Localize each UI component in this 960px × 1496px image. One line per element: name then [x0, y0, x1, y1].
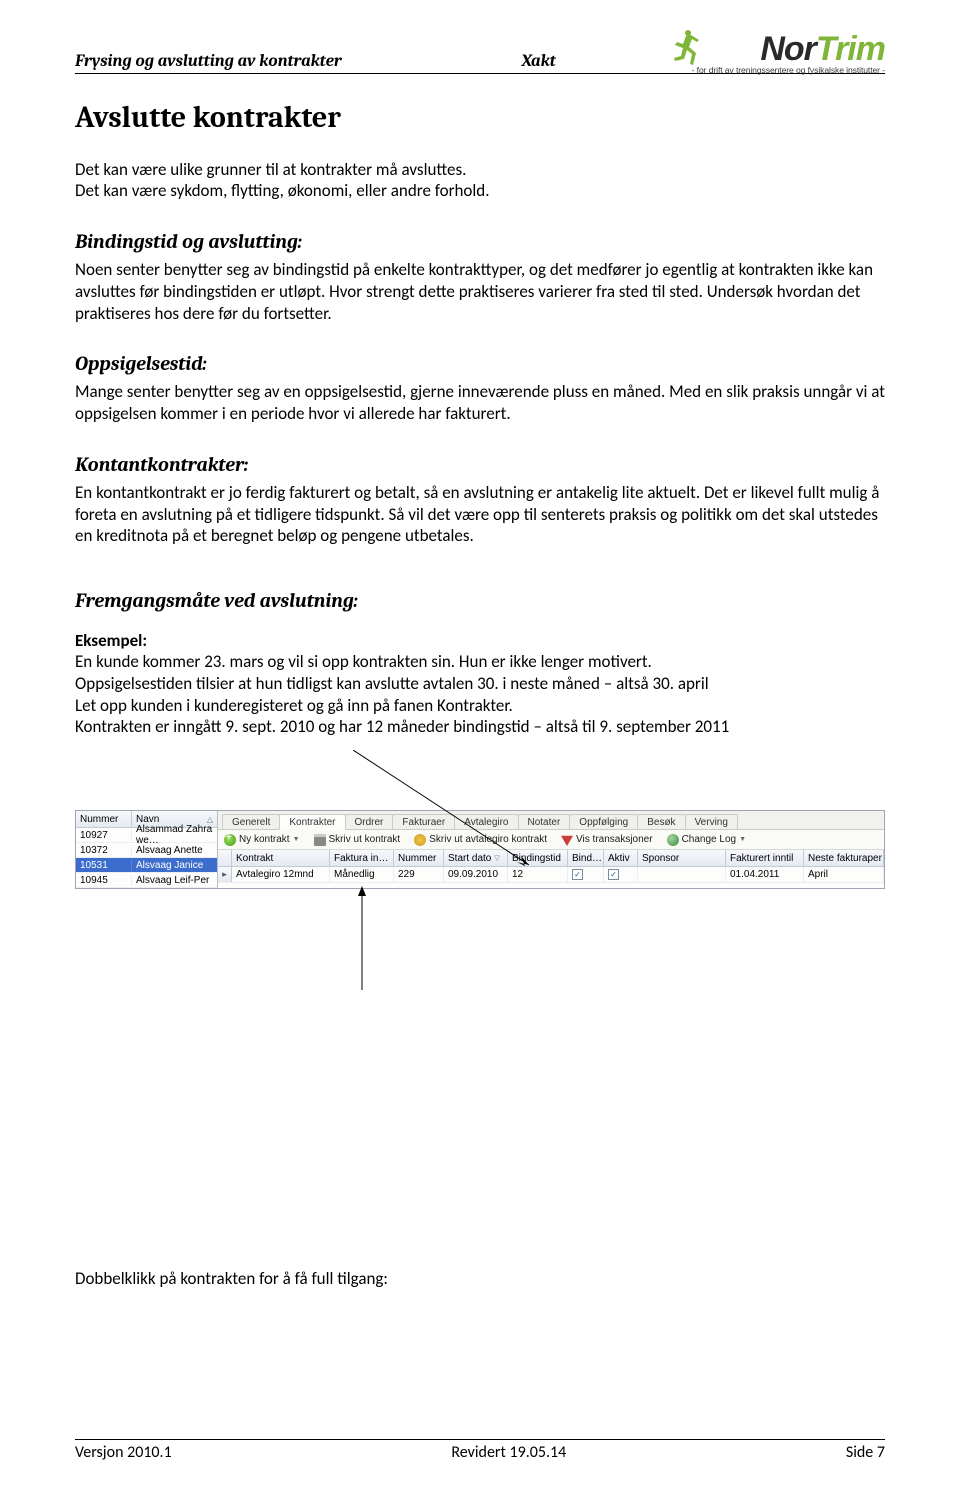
- toolbar-label: Change Log: [682, 834, 737, 845]
- grid-cell: [638, 867, 726, 882]
- tab-oppfølging[interactable]: Oppfølging: [569, 814, 638, 829]
- customer-name: Alsvaag Leif-Per: [132, 875, 217, 886]
- grid-cell: ✓: [568, 867, 604, 882]
- system-name: Xakt: [522, 52, 556, 71]
- arrow-to-startdate: [353, 750, 543, 878]
- aktiv-checkbox[interactable]: ✓: [608, 869, 619, 880]
- toolbar-vis-transaksjoner[interactable]: Vis transaksjoner: [561, 834, 653, 846]
- footer-version: Versjon 2010.1: [75, 1443, 172, 1462]
- customer-num: 10927: [76, 830, 132, 841]
- doc-title: Frysing og avslutting av kontrakter: [75, 52, 342, 71]
- customer-name: Alsammad Zahra we…: [132, 824, 217, 846]
- example-line-1: Oppsigelsestiden tilsier at hun tidligst…: [75, 673, 885, 695]
- customer-name: Alsvaag Janice: [132, 860, 217, 871]
- toolbar-label: Ny kontrakt: [239, 834, 290, 845]
- sort-icon: △: [207, 815, 213, 824]
- grid-col-bind-[interactable]: Bind…: [568, 850, 604, 866]
- grid-col-fakturert-inntil[interactable]: Fakturert inntil: [726, 850, 804, 866]
- content: Avslutte kontrakter Det kan være ulike g…: [75, 74, 885, 1290]
- contract-row[interactable]: ▸ Avtalegiro 12mndMånedlig22909.09.20101…: [218, 867, 884, 883]
- procedure-heading: Fremgangsmåte ved avslutning:: [75, 589, 885, 612]
- contract-grid-header: KontraktFaktura in…NummerStart dato▽Bind…: [218, 850, 884, 867]
- grid-col-sponsor[interactable]: Sponsor: [638, 850, 726, 866]
- footer-revised: Revidert 19.05.14: [451, 1443, 566, 1462]
- footer-page: Side 7: [846, 1443, 885, 1462]
- arrow-to-bindingstid: [350, 886, 374, 996]
- globe-icon: [667, 834, 679, 846]
- customer-row[interactable]: 10927Alsammad Zahra we…: [76, 828, 217, 843]
- section-body-1: Mange senter benytter seg av en oppsigel…: [75, 381, 885, 425]
- customer-row[interactable]: 10531Alsvaag Janice: [76, 858, 217, 873]
- intro-para: Det kan være ulike grunner til at kontra…: [75, 159, 885, 203]
- screenshot: Nummer Navn △ 10927Alsammad Zahra we…103…: [75, 758, 885, 988]
- customer-num: 10531: [76, 860, 132, 871]
- example-line-2: Let opp kunden i kunderegisteret og gå i…: [75, 695, 885, 717]
- logo-text: NorTrim: [692, 34, 885, 65]
- example-label: Eksempel:: [75, 630, 885, 651]
- grid-col-kontrakt[interactable]: Kontrakt: [232, 850, 330, 866]
- green-icon: [224, 834, 236, 846]
- header-left: Frysing og avslutting av kontrakter Xakt: [75, 52, 556, 71]
- grid-cell: April: [804, 867, 884, 882]
- page-footer: Versjon 2010.1 Revidert 19.05.14 Side 7: [75, 1439, 885, 1462]
- grid-cell: ✓: [604, 867, 638, 882]
- logo-subtitle: - for drift av treningssentere og fysika…: [692, 65, 885, 75]
- section-heading-2: Kontantkontrakter:: [75, 453, 885, 476]
- section-heading-0: Bindingstid og avslutting:: [75, 230, 885, 253]
- col-navn[interactable]: Navn △: [132, 814, 217, 825]
- col-navn-label: Navn: [136, 814, 159, 825]
- toolbar-label: Vis transaksjoner: [576, 834, 653, 845]
- bind-checkbox[interactable]: ✓: [572, 869, 583, 880]
- grid-cell: Avtalegiro 12mnd: [232, 867, 330, 882]
- detail-panel: GenereltKontrakterOrdrerFakturaerAvtaleg…: [218, 811, 884, 888]
- customer-row[interactable]: 10372Alsvaag Anette: [76, 843, 217, 858]
- example-line-0: En kunde kommer 23. mars og vil si opp k…: [75, 651, 885, 673]
- page-title: Avslutte kontrakter: [75, 100, 885, 135]
- tab-besøk[interactable]: Besøk: [637, 814, 685, 829]
- logo-trim: Trim: [816, 30, 885, 68]
- dropdown-icon: ▼: [739, 836, 746, 843]
- toolbar-ny-kontrakt[interactable]: Ny kontrakt▼: [224, 834, 300, 846]
- tab-kontrakter[interactable]: Kontrakter: [279, 814, 345, 830]
- page-header: Frysing og avslutting av kontrakter Xakt…: [75, 30, 885, 74]
- customer-num: 10945: [76, 875, 132, 886]
- tabs: GenereltKontrakterOrdrerFakturaerAvtaleg…: [218, 811, 884, 830]
- grid-col-aktiv[interactable]: Aktiv: [604, 850, 638, 866]
- tab-generelt[interactable]: Generelt: [222, 814, 280, 829]
- runner-icon: [666, 28, 700, 68]
- red-icon: [561, 834, 573, 846]
- dropdown-icon: ▼: [293, 836, 300, 843]
- after-screenshot-text: Dobbelklikk på kontrakten for å få full …: [75, 1268, 885, 1289]
- section-body-0: Noen senter benytter seg av bindingstid …: [75, 259, 885, 324]
- section-body-2: En kontantkontrakt er jo ferdig fakturer…: [75, 482, 885, 547]
- customer-name: Alsvaag Anette: [132, 845, 217, 856]
- print-icon: [314, 834, 326, 846]
- grid-col-neste-fakturaper-[interactable]: Neste fakturaper…: [804, 850, 884, 866]
- row-handle-header: [218, 850, 232, 866]
- section-heading-1: Oppsigelsestid:: [75, 352, 885, 375]
- grid-cell: 01.04.2011: [726, 867, 804, 882]
- tab-verving[interactable]: Verving: [685, 814, 738, 829]
- customer-num: 10372: [76, 845, 132, 856]
- toolbar-change-log[interactable]: Change Log▼: [667, 834, 746, 846]
- col-nummer[interactable]: Nummer: [76, 811, 132, 827]
- logo-nor: Nor: [760, 30, 816, 68]
- customer-list-panel: Nummer Navn △ 10927Alsammad Zahra we…103…: [76, 811, 218, 888]
- customer-row[interactable]: 10945Alsvaag Leif-Per: [76, 873, 217, 888]
- logo: NorTrim - for drift av treningssentere o…: [692, 34, 885, 75]
- toolbar: Ny kontrakt▼Skriv ut kontraktSkriv ut av…: [218, 830, 884, 850]
- example-line-3: Kontrakten er inngått 9. sept. 2010 og h…: [75, 716, 885, 738]
- row-handle: ▸: [218, 867, 232, 882]
